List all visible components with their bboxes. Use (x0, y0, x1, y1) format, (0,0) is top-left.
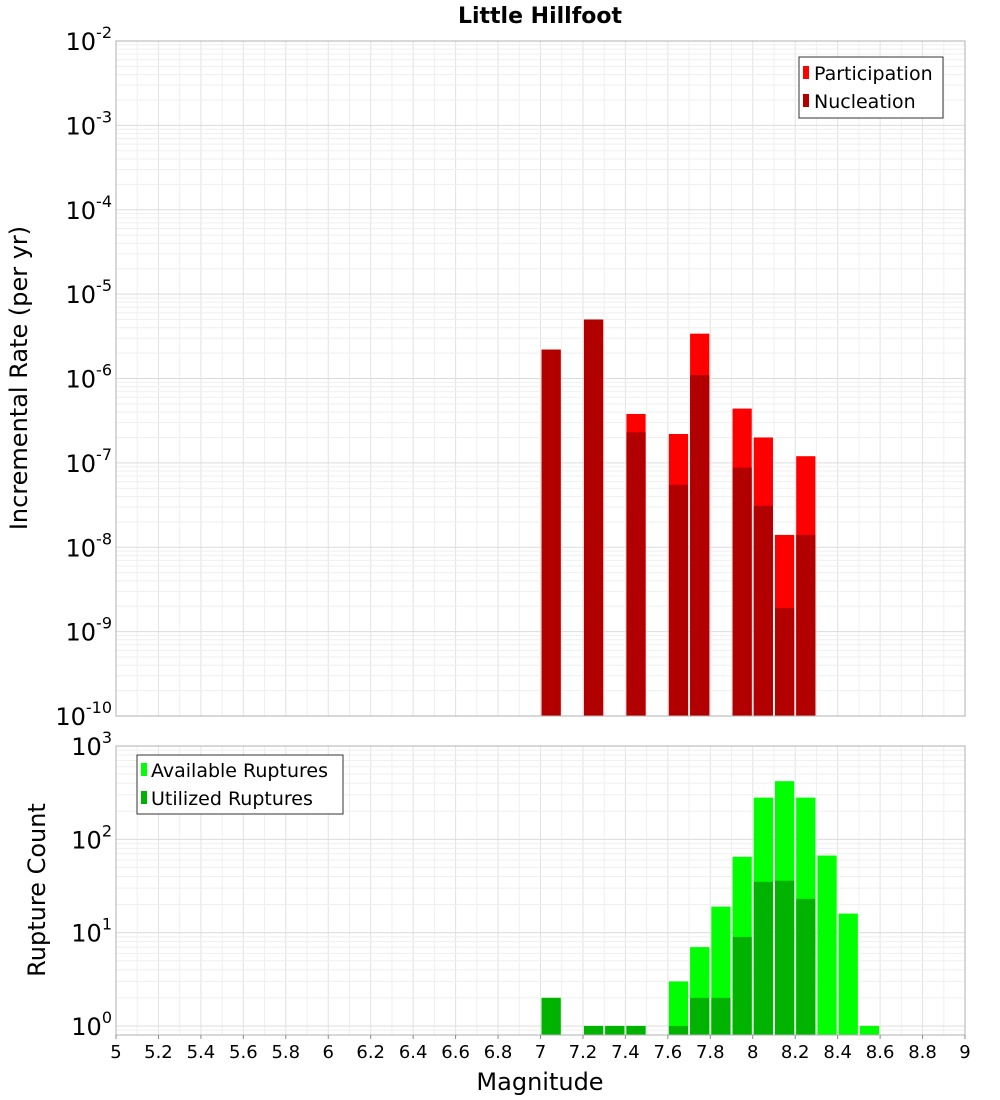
bar-utilized-ruptures (626, 1025, 646, 1035)
top-plot-y-axis-label: Incremental Rate (per yr) (5, 226, 33, 530)
bar-available-ruptures (859, 1025, 880, 1035)
chart-title: Little Hillfoot (458, 4, 623, 29)
bar-nucleation (668, 484, 689, 716)
top-plot-legend: Participation Nucleation (798, 56, 944, 119)
y-tick-label: 101 (71, 915, 112, 948)
top-plot-gridlines (115, 40, 966, 717)
y-tick-label: 102 (71, 821, 112, 854)
bottom-plot-bars (541, 781, 880, 1035)
top-plot-bars (541, 319, 816, 716)
bar-nucleation (732, 467, 752, 716)
x-tick-label: 6.8 (484, 1042, 513, 1063)
y-tick-label: 10-2 (66, 23, 113, 56)
legend-label-nucleation: Nucleation (814, 91, 916, 113)
legend-swatch-participation (803, 66, 809, 79)
y-tick-label: 10-5 (66, 276, 113, 309)
bar-utilized-ruptures (774, 880, 795, 1035)
bar-nucleation (541, 349, 561, 716)
legend-label-available: Available Ruptures (151, 760, 328, 782)
top-legend-box (798, 56, 944, 119)
y-tick-label: 10-8 (66, 529, 113, 562)
legend-label-utilized: Utilized Ruptures (151, 788, 313, 810)
bottom-plot-x-ticks: 5 5.2 5.4 5.6 5.8 6 6.2 6.4 6.6 6.8 7 7.2 7.4 7.6 7.8 8… (110, 1035, 971, 1063)
top-plot-frame (115, 40, 966, 717)
bar-utilized-ruptures (668, 1025, 689, 1035)
bar-nucleation (753, 505, 773, 716)
bar-available-ruptures (668, 981, 689, 1035)
x-tick-label: 6.6 (441, 1042, 470, 1063)
x-tick-label: 6.2 (356, 1042, 385, 1063)
x-tick-label: 6 (323, 1042, 334, 1063)
x-tick-label: 7.8 (696, 1042, 725, 1063)
y-tick-label: 10-4 (66, 192, 113, 225)
y-tick-label: 10-6 (66, 361, 113, 394)
bottom-plot-y-ticks: 100 101 102 103 (71, 728, 112, 1041)
x-tick-label: 8.8 (908, 1042, 937, 1063)
bar-nucleation (583, 319, 604, 716)
y-tick-label: 10-7 (66, 445, 113, 478)
x-tick-label: 7.6 (654, 1042, 683, 1063)
bar-utilized-ruptures (732, 936, 752, 1035)
x-tick-label: 8.4 (823, 1042, 852, 1063)
top-plot-y-ticks: 10-10 10-9 10-8 10-7 10-6 10-5 10-4 10-3 10-2 (55, 23, 112, 731)
bottom-plot-legend: Available Ruptures Utilized Ruptures (136, 754, 344, 815)
y-tick-label: 10-10 (55, 698, 112, 731)
x-tick-label: 8.6 (866, 1042, 895, 1063)
bar-nucleation (796, 534, 816, 716)
bar-utilized-ruptures (583, 1025, 604, 1035)
bar-utilized-ruptures (753, 881, 773, 1035)
bar-utilized-ruptures (541, 997, 561, 1035)
bar-nucleation (690, 375, 710, 716)
bottom-plot-y-axis-label: Rupture Count (23, 803, 51, 977)
y-tick-label: 103 (71, 728, 112, 761)
x-tick-label: 9 (959, 1042, 970, 1063)
y-tick-label: 10-9 (66, 614, 113, 647)
bar-utilized-ruptures (605, 1025, 625, 1035)
bar-available-ruptures (838, 913, 858, 1035)
x-tick-label: 5.2 (144, 1042, 173, 1063)
y-tick-label: 100 (71, 1008, 112, 1041)
x-tick-label: 7 (535, 1042, 546, 1063)
bar-utilized-ruptures (711, 997, 731, 1035)
bar-nucleation (774, 608, 795, 716)
legend-swatch-nucleation (803, 94, 809, 107)
x-tick-label: 5.6 (229, 1042, 258, 1063)
x-tick-label: 7.2 (569, 1042, 598, 1063)
x-tick-label: 5.8 (271, 1042, 300, 1063)
bar-utilized-ruptures (796, 898, 816, 1035)
x-tick-label: 7.4 (611, 1042, 640, 1063)
x-axis-label: Magnitude (476, 1068, 603, 1096)
x-tick-label: 5 (110, 1042, 121, 1063)
x-tick-label: 8.2 (781, 1042, 810, 1063)
bar-available-ruptures (817, 855, 837, 1035)
bottom-legend-box (136, 754, 344, 815)
bar-nucleation (626, 432, 646, 716)
y-tick-label: 10-3 (66, 107, 113, 140)
x-tick-label: 8 (747, 1042, 758, 1063)
bar-utilized-ruptures (690, 997, 710, 1035)
legend-swatch-available (141, 763, 147, 776)
x-tick-label: 5.4 (187, 1042, 216, 1063)
legend-swatch-utilized (141, 791, 147, 804)
legend-label-participation: Participation (814, 63, 933, 85)
x-tick-label: 6.4 (399, 1042, 428, 1063)
